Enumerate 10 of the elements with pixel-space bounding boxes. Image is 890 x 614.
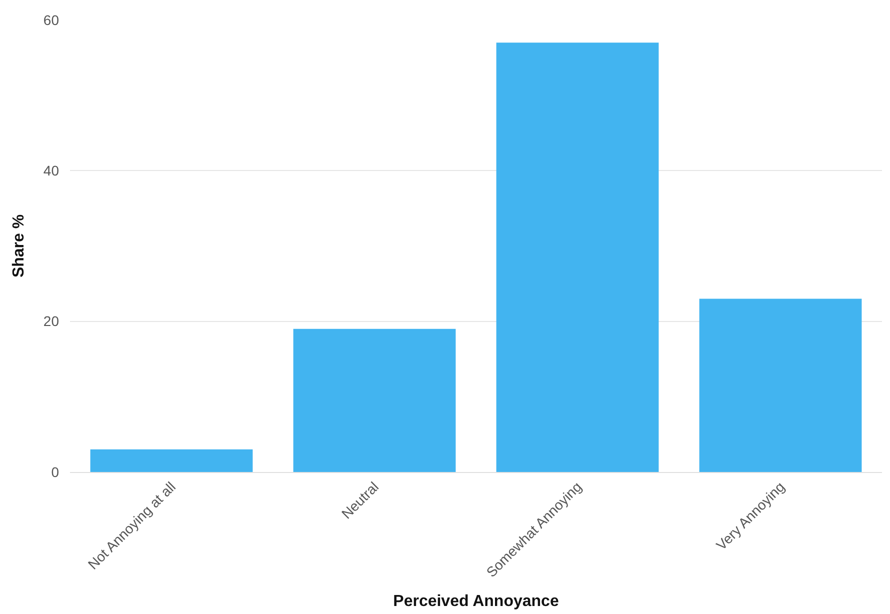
x-axis-title: Perceived Annoyance [393,592,559,610]
bar [90,449,253,472]
y-tick-label: 0 [51,464,60,480]
y-tick-label: 40 [43,162,60,179]
bar [293,328,456,472]
y-tick-label: 60 [43,12,60,28]
y-tick-label: 20 [43,313,60,330]
y-axis-title: Share % [10,214,28,278]
bar [496,42,659,472]
bar [699,298,862,472]
